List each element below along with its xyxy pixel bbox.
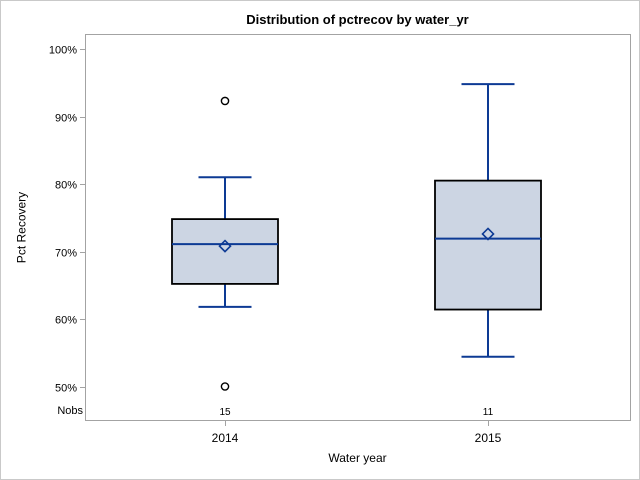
- outlier-point: [220, 96, 230, 106]
- chart-title: Distribution of pctrecov by water_yr: [246, 12, 469, 27]
- y-tick-label: 80%: [55, 180, 77, 192]
- x-category-label: 2015: [475, 431, 502, 445]
- nobs-value: 15: [219, 407, 231, 418]
- nobs-row-label: Nobs: [57, 405, 83, 417]
- mean-marker: [218, 239, 232, 253]
- x-axis-title: Water year: [328, 451, 387, 465]
- nobs-value: 11: [483, 407, 494, 418]
- y-tick-label: 60%: [55, 315, 77, 327]
- outlier-point: [220, 382, 230, 391]
- mean-marker: [481, 227, 495, 241]
- y-tick-label: 70%: [55, 248, 77, 260]
- y-tick-label: 50%: [55, 383, 77, 395]
- x-category-label: 2014: [212, 431, 239, 445]
- plot-area-wall: [85, 34, 631, 421]
- y-tick-label: 90%: [55, 113, 77, 125]
- y-tick-label: 100%: [49, 45, 77, 57]
- box-2015: [434, 179, 542, 311]
